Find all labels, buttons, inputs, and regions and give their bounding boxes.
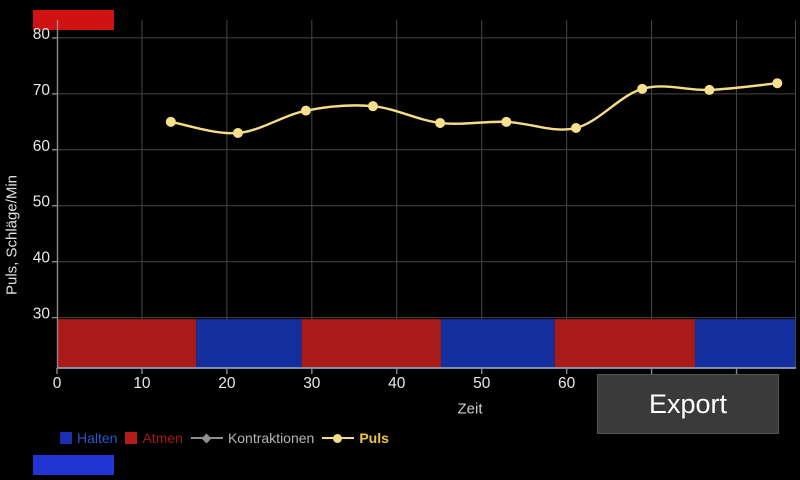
x-tick-label: 40 [388,375,406,392]
puls-data-point [637,83,648,94]
x-tick-label: 10 [133,375,151,392]
puls-line [170,82,778,135]
legend-label-puls: Puls [359,430,389,446]
x-tick-label: 20 [218,375,236,392]
phase-band-atmen [57,319,197,368]
legend-label-halten: Halten [77,430,118,446]
y-axis-title: Puls, Schläge/Min [3,174,21,296]
puls-data-point [501,116,512,127]
red-marker-chip [33,10,114,30]
y-tick-label: 40 [33,250,51,267]
atmen-swatch-icon [125,432,138,444]
diamond-marker-icon [190,432,223,444]
phase-band-atmen [301,319,441,368]
puls-data-point [165,116,176,127]
legend-label-atmen: Atmen [142,430,183,446]
y-tick-label: 50 [33,194,51,211]
phase-band-halten [694,319,796,368]
puls-data-point [367,101,378,112]
x-axis-title: Zeit [457,400,483,418]
x-tick-label: 60 [558,375,576,392]
legend-item-puls: Puls [322,430,389,446]
x-tick-label: 30 [303,375,321,392]
halten-swatch-icon [60,432,72,444]
puls-data-point [232,128,243,139]
puls-data-point [704,84,715,95]
phase-band-halten [196,319,302,368]
puls-data-point [300,105,311,116]
phase-band-atmen [554,319,695,368]
export-button[interactable]: Export [597,374,779,434]
puls-data-point [435,117,446,128]
x-tick-label: 0 [53,375,62,392]
x-tick-label: 50 [473,375,491,392]
y-tick-label: 30 [33,306,51,323]
y-tick-label: 80 [33,26,51,43]
y-tick-label: 60 [33,138,51,155]
puls-data-point [570,122,581,133]
blue-marker-chip [33,455,114,475]
legend-item-halten: Halten [60,430,117,446]
phase-band-halten [440,319,555,368]
y-tick-label: 70 [33,82,51,99]
legend-label-kontraktionen: Kontraktionen [227,430,315,446]
puls-data-point [772,78,783,89]
circle-marker-icon [322,432,355,444]
chart-legend: Halten Atmen Kontraktionen Puls [60,430,389,446]
legend-item-atmen: Atmen [125,430,183,446]
legend-item-kontraktionen: Kontraktionen [190,430,315,446]
